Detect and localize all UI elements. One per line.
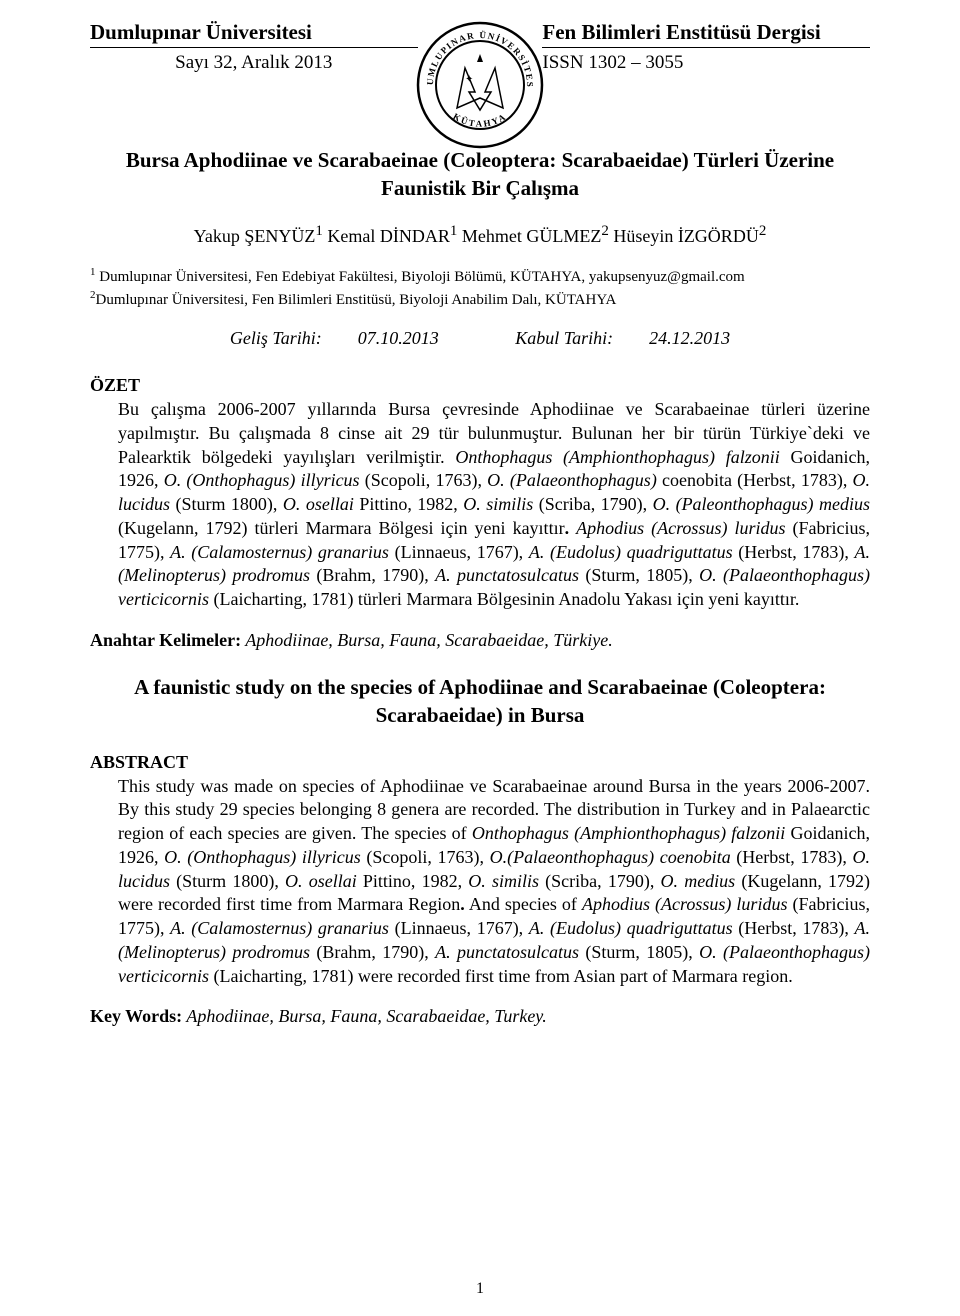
ozet-heading: ÖZET: [90, 375, 870, 396]
accepted-date: Kabul Tarihi:24.12.2013: [497, 328, 748, 348]
abstract-heading: ABSTRACT: [90, 752, 870, 773]
svg-text:✦: ✦: [465, 74, 473, 85]
paper-page: Dumlupınar Üniversitesi Sayı 32, Aralık …: [0, 0, 960, 1316]
issue-date: Sayı 32, Aralık 2013: [90, 52, 418, 74]
key-words: Key Words: Aphodiinae, Bursa, Fauna, Sca…: [90, 1006, 870, 1027]
university-logo: DUMLUPINAR ÜNİVERSİTESİ KÜTAHYA ✦: [415, 20, 545, 150]
affiliations-block: 1 Dumlupınar Üniversitesi, Fen Edebiyat …: [90, 265, 870, 313]
anahtar-text: Aphodiinae, Bursa, Fauna, Scarabaeidae, …: [241, 630, 613, 650]
affiliation-2: 2Dumlupınar Üniversitesi, Fen Bilimleri …: [90, 288, 870, 312]
issn: ISSN 1302 – 3055: [542, 52, 870, 74]
dates-line: Geliş Tarihi:07.10.2013 Kabul Tarihi:24.…: [90, 328, 870, 349]
journal-institution: Dumlupınar Üniversitesi: [90, 20, 418, 48]
received-date: Geliş Tarihi:07.10.2013: [212, 328, 457, 348]
journal-name: Fen Bilimleri Enstitüsü Dergisi: [542, 20, 870, 48]
paper-title: Bursa Aphodiinae ve Scarabaeinae (Coleop…: [90, 146, 870, 203]
anahtar-label: Anahtar Kelimeler:: [90, 630, 241, 650]
anahtar-kelimeler: Anahtar Kelimeler: Aphodiinae, Bursa, Fa…: [90, 630, 870, 651]
paper-header: Dumlupınar Üniversitesi Sayı 32, Aralık …: [90, 20, 870, 74]
keywords-label: Key Words:: [90, 1006, 182, 1026]
abstract-body: This study was made on species of Aphodi…: [118, 775, 870, 989]
english-title: A faunistic study on the species of Apho…: [90, 673, 870, 730]
header-right: Fen Bilimleri Enstitüsü Dergisi ISSN 130…: [542, 20, 870, 74]
page-number: 1: [476, 1280, 484, 1298]
keywords-text: Aphodiinae, Bursa, Fauna, Scarabaeidae, …: [182, 1006, 547, 1026]
ozet-body: Bu çalışma 2006-2007 yıllarında Bursa çe…: [118, 398, 870, 612]
header-left: Dumlupınar Üniversitesi Sayı 32, Aralık …: [90, 20, 418, 74]
authors-line: Yakup ŞENYÜZ1 Kemal DİNDAR1 Mehmet GÜLME…: [90, 223, 870, 247]
affiliation-1: 1 Dumlupınar Üniversitesi, Fen Edebiyat …: [90, 265, 870, 289]
